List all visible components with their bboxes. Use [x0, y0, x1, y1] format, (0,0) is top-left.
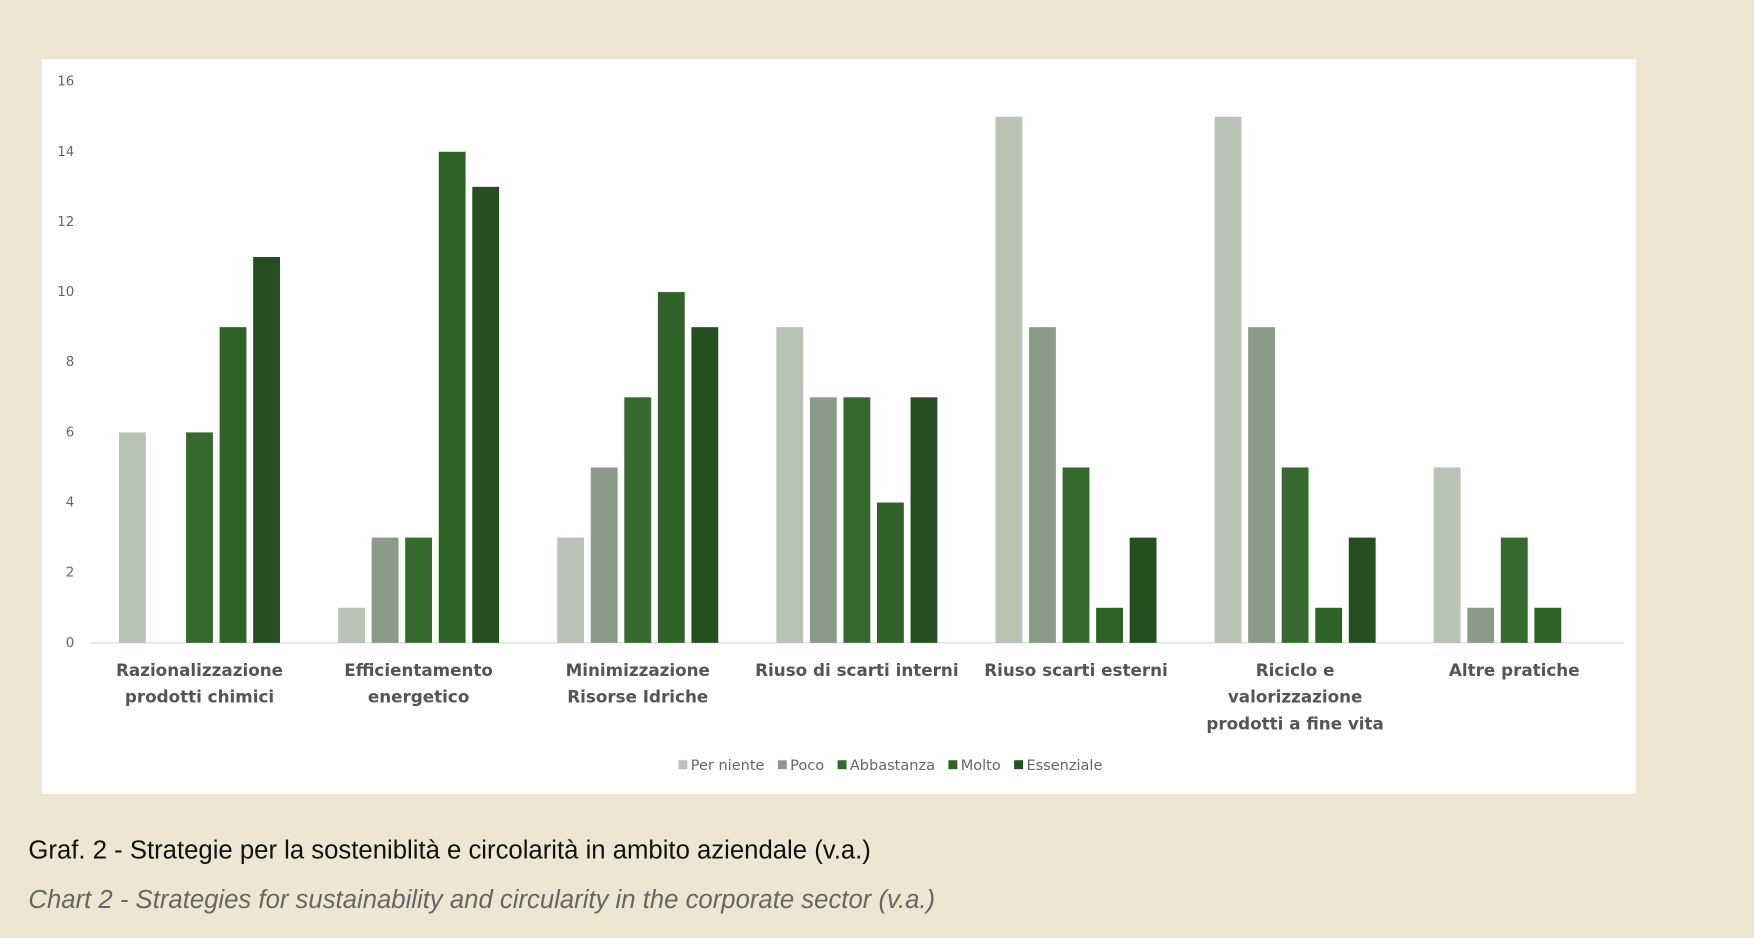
y-tick-label: 2 [66, 566, 75, 581]
bar [1433, 467, 1461, 643]
legend-label: Abbastanza [850, 758, 935, 774]
y-tick-label: 10 [57, 285, 74, 300]
bar [1534, 607, 1562, 643]
legend-swatch [1014, 760, 1024, 770]
x-tick-label: Efficientamento energetico [344, 660, 493, 707]
x-tick-label: Razionalizzazione prodotti chimici [116, 660, 283, 707]
bar [1214, 116, 1242, 643]
x-tick-label: Riuso di scarti interni [755, 660, 958, 680]
bar [219, 327, 247, 643]
y-tick-label: 12 [57, 215, 74, 230]
bar [624, 397, 652, 643]
bar [557, 537, 585, 643]
bar [1096, 607, 1123, 643]
legend-swatch [678, 760, 688, 770]
bar [691, 327, 719, 643]
legend-swatch [948, 760, 958, 770]
bar [1315, 607, 1343, 643]
bar [1500, 537, 1528, 643]
bar [1467, 607, 1495, 643]
bar [877, 502, 904, 643]
bar [1281, 467, 1309, 643]
bar [1248, 327, 1276, 643]
legend-label: Per niente [691, 758, 765, 774]
legend-label: Poco [790, 758, 824, 774]
y-tick-label: 16 [57, 75, 74, 90]
bar [118, 432, 146, 643]
bar [776, 327, 804, 643]
bar [253, 256, 280, 643]
bar [1129, 537, 1157, 643]
bar [843, 397, 871, 643]
x-tick-label: Minimizzazione Risorse Idriche [566, 660, 710, 707]
bar [910, 397, 938, 643]
bar [405, 537, 433, 643]
bar [809, 397, 837, 643]
bar [438, 151, 466, 643]
bar [186, 432, 213, 643]
bar [1029, 327, 1056, 643]
chart-subtitle: Chart 2 - Strategies for sustainability … [28, 886, 935, 914]
bar [1348, 537, 1376, 643]
x-tick-label: Riuso scarti esterni [984, 660, 1168, 680]
legend-label: Essenziale [1026, 758, 1102, 774]
x-tick-label: Riciclo e valorizzazione prodotti a fine v… [1206, 660, 1383, 734]
bar [995, 116, 1023, 643]
legend-label: Molto [961, 758, 1001, 774]
bar [590, 467, 618, 643]
bar [657, 292, 685, 643]
chart-panel [41, 59, 1637, 794]
y-tick-label: 0 [66, 636, 75, 651]
y-tick-label: 4 [66, 496, 75, 511]
x-tick-label: Altre pratiche [1449, 660, 1580, 680]
y-tick-label: 6 [66, 425, 75, 440]
legend-swatch [777, 760, 787, 770]
y-tick-label: 14 [57, 145, 74, 160]
y-tick-label: 8 [66, 355, 75, 370]
bar [472, 186, 500, 643]
bar [371, 537, 399, 643]
legend-swatch [837, 760, 847, 770]
bar [338, 607, 365, 643]
bar [1062, 467, 1090, 643]
chart-title: Graf. 2 - Strategie per la sosteniblità … [28, 837, 870, 865]
